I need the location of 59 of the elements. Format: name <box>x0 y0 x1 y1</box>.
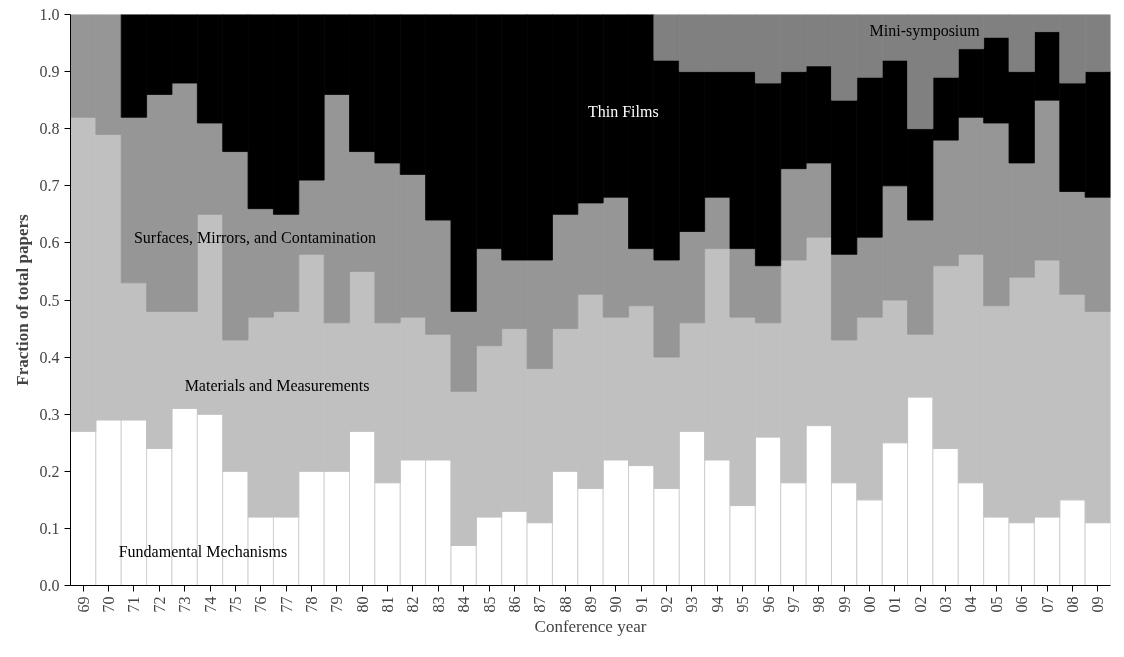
x-tick-label: 91 <box>632 596 650 613</box>
x-tick-label: 06 <box>1013 596 1031 613</box>
y-tick-label: 0.8 <box>39 120 60 138</box>
x-tick-label: 02 <box>911 596 929 613</box>
x-tick-label: 70 <box>100 596 118 613</box>
x-tick-label: 08 <box>1063 596 1081 613</box>
x-tick-label: 78 <box>302 596 320 613</box>
x-tick-label: 87 <box>531 596 549 613</box>
x-tick-label: 04 <box>962 596 980 613</box>
x-tick-label: 75 <box>226 596 244 613</box>
x-tick-label: 83 <box>429 596 447 613</box>
x-tick-label: 84 <box>455 596 473 613</box>
y-tick-label: 0.3 <box>39 405 60 423</box>
x-tick-label: 09 <box>1089 596 1107 613</box>
x-tick-label: 69 <box>74 596 92 613</box>
y-tick-label: 0.9 <box>39 63 60 81</box>
series-label: Mini-symposium <box>869 21 981 40</box>
x-tick-label: 01 <box>886 596 904 613</box>
x-tick-label: 90 <box>607 596 625 613</box>
x-tick-label: 98 <box>810 596 828 613</box>
x-tick-label: 03 <box>937 596 955 613</box>
x-tick-label: 95 <box>734 596 752 613</box>
x-tick-label: 81 <box>379 596 397 613</box>
x-tick-label: 74 <box>201 596 219 613</box>
x-tick-label: 82 <box>404 596 422 613</box>
x-tick-label: 88 <box>556 596 574 613</box>
y-tick-label: 0.7 <box>39 177 60 195</box>
x-tick-label: 86 <box>505 596 523 613</box>
x-tick-label: 96 <box>759 596 777 613</box>
x-axis-title: Conference year <box>534 617 647 637</box>
x-tick-label: 76 <box>252 596 270 613</box>
x-tick-label: 77 <box>277 596 295 613</box>
x-tick-label: 85 <box>480 596 498 613</box>
x-tick-label: 80 <box>353 596 371 613</box>
x-tick-label: 73 <box>176 596 194 613</box>
y-tick-label: 1.0 <box>39 6 60 23</box>
y-tick-label: 0.2 <box>39 462 60 480</box>
y-tick-label: 0.1 <box>39 519 60 537</box>
series-label: Surfaces, Mirrors, and Contamination <box>133 228 377 246</box>
x-tick-label: 89 <box>582 596 599 613</box>
series-label: Materials and Measurements <box>184 377 370 395</box>
x-tick-label: 72 <box>150 596 168 613</box>
x-tick-label: 07 <box>1038 596 1056 613</box>
x-tick-label: 79 <box>328 596 346 613</box>
y-axis-title: Fraction of total papers <box>12 213 32 386</box>
y-tick-label: 0.6 <box>39 234 60 252</box>
x-tick-label: 92 <box>658 596 676 613</box>
x-tick-label: 00 <box>861 596 879 613</box>
y-tick-label: 0.5 <box>39 291 60 309</box>
x-tick-label: 97 <box>784 596 802 613</box>
x-tick-label: 99 <box>835 596 853 613</box>
x-tick-label: 93 <box>683 596 701 613</box>
x-tick-label: 05 <box>987 596 1005 613</box>
series-label: Fundamental Mechanisms <box>118 542 288 560</box>
series-label: Thin Films <box>587 103 659 121</box>
y-tick-label: 0.4 <box>39 348 60 366</box>
y-tick-label: 0.0 <box>39 577 60 594</box>
x-tick-label: 71 <box>125 596 143 613</box>
x-tick-label: 94 <box>708 596 726 613</box>
